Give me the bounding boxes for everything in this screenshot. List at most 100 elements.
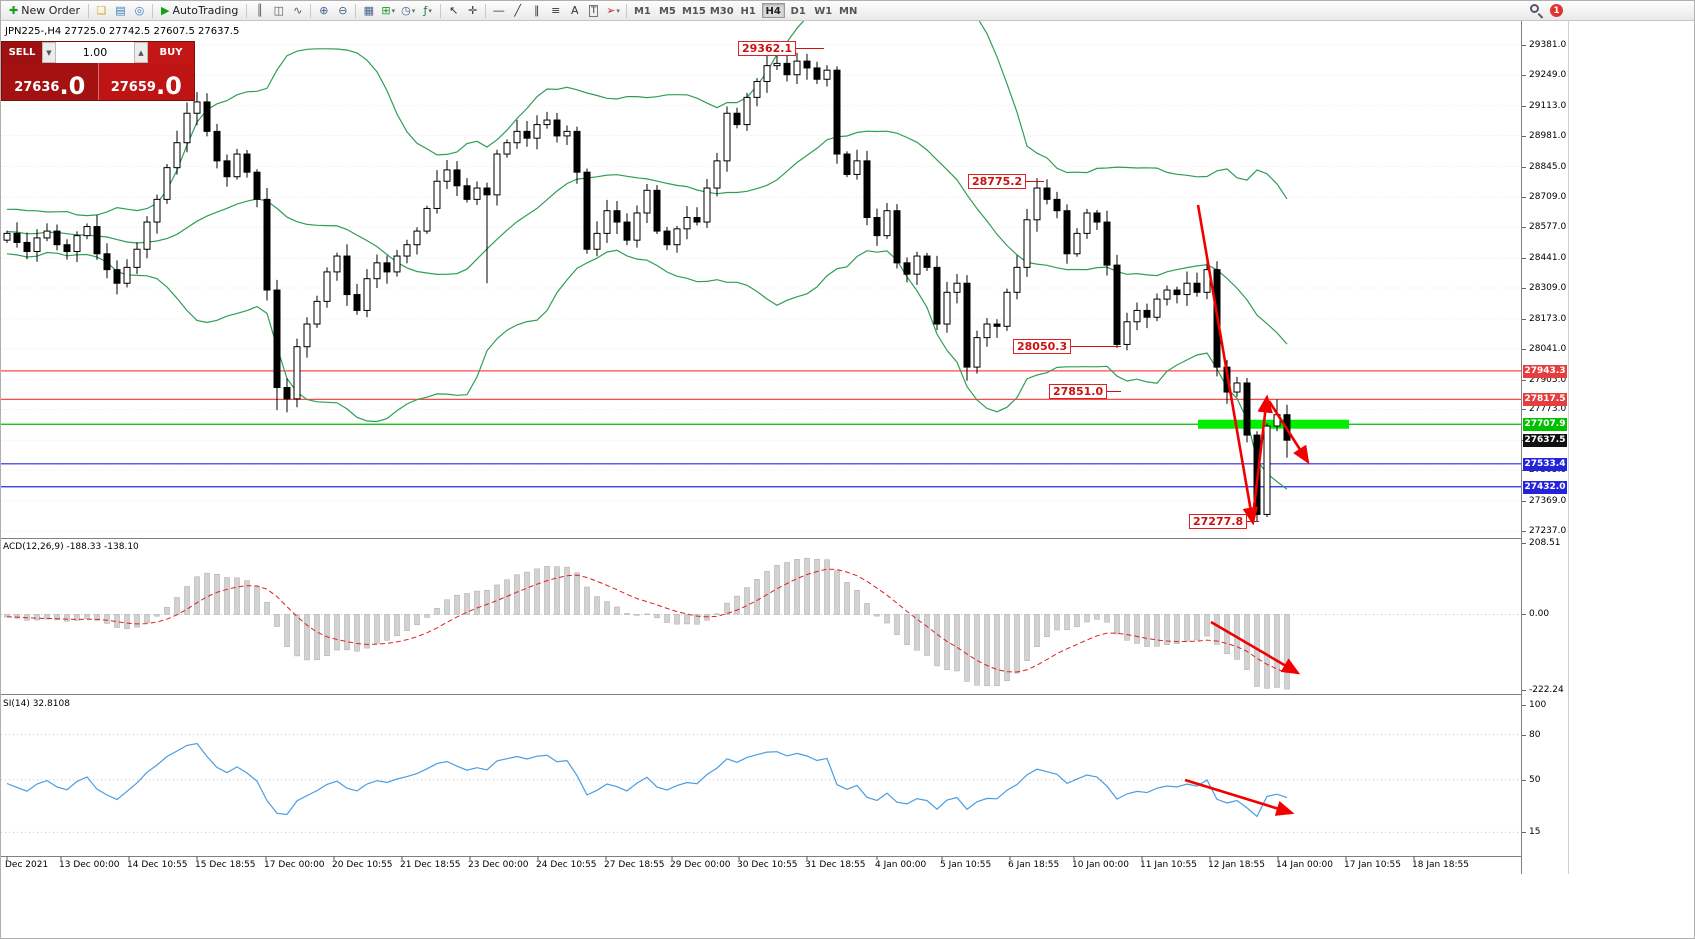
new-order-button[interactable]: ✚ New Order <box>4 2 85 19</box>
timeframe-button-m15[interactable]: M15 <box>681 6 706 17</box>
price-badge: 27533.4 <box>1523 457 1567 471</box>
price-callout[interactable]: 28050.3 <box>1013 338 1122 354</box>
bar-chart-icon: ║ <box>256 4 264 17</box>
buy-button[interactable]: BUY <box>148 42 194 63</box>
timeframe-button-m1[interactable]: M1 <box>633 6 651 17</box>
price-callout[interactable]: 29362.1 <box>738 41 825 57</box>
text-label-icon-wrap[interactable]: T <box>584 2 603 19</box>
time-label: 12 Jan 18:55 <box>1208 860 1265 870</box>
price-tick: 28041.0 <box>1522 344 1566 355</box>
trend-arrow[interactable] <box>1267 400 1310 465</box>
time-label: 5 Jan 10:55 <box>940 860 992 870</box>
time-label: 18 Jan 18:55 <box>1412 860 1469 870</box>
sell-button[interactable]: SELL <box>2 42 42 63</box>
macd-axis-value: -222.24 <box>1522 685 1564 696</box>
price-callout-tail <box>1107 390 1122 392</box>
fibonacci-icon: ≡ <box>551 4 561 17</box>
timeframe-button-h4[interactable]: H4 <box>761 3 785 18</box>
bar-chart-icon-wrap[interactable]: ║ <box>250 2 269 19</box>
price-tick: 27773.0 <box>1522 404 1566 415</box>
trend-arrow[interactable] <box>1196 204 1259 526</box>
timeframe-button-h1[interactable]: H1 <box>740 6 756 17</box>
trend-arrow[interactable] <box>1251 394 1273 517</box>
sell-price[interactable]: 27636.0 <box>2 63 98 100</box>
tile-windows-icon-wrap[interactable]: ▦ <box>359 2 378 19</box>
profiles-icon-wrap[interactable]: ❏ <box>92 2 111 19</box>
channel-icon-wrap[interactable]: ∥ <box>527 2 546 19</box>
one-click-trading-panel: SELL ▼ 1.00 ▲ BUY 27636.0 27659.0 <box>1 41 195 101</box>
price-tick: 28173.0 <box>1522 314 1566 325</box>
time-axis[interactable]: Dec 2021 13 Dec 00:00 14 Dec 10:55 15 Dec 1… <box>1 857 1521 873</box>
trend-arrow[interactable] <box>1210 620 1301 675</box>
periods-menu-icon-wrap[interactable]: ◷ ▾ <box>398 2 418 19</box>
data-window-icon-wrap[interactable]: ◎ <box>130 2 149 19</box>
timeframe-button-m30[interactable]: M30 <box>709 6 734 17</box>
time-label: 31 Dec 18:55 <box>805 860 866 870</box>
price-callout-label: 27277.8 <box>1189 513 1248 529</box>
autotrading-button-label: AutoTrading <box>172 4 239 17</box>
time-label: 6 Jan 18:55 <box>1008 860 1060 870</box>
timeframe-button-d1[interactable]: D1 <box>790 6 806 17</box>
timeframe-button-m5[interactable]: M5 <box>658 6 676 17</box>
zoom-in-icon-wrap[interactable]: ⊕ <box>314 2 333 19</box>
chart-ohlc-info: JPN225-,H4 27725.0 27742.5 27607.5 27637… <box>5 26 240 37</box>
toolbar-separator <box>87 3 89 18</box>
trend-arrow[interactable] <box>1184 778 1295 816</box>
tile-windows-icon: ▦ <box>363 4 375 17</box>
time-label: 27 Dec 18:55 <box>604 860 665 870</box>
price-tick: 27905.0 <box>1522 375 1566 386</box>
buy-price[interactable]: 27659.0 <box>97 63 194 100</box>
candlestick-chart-icon-wrap[interactable]: ◫ <box>269 2 288 19</box>
notification-badge[interactable]: 1 <box>1550 4 1563 17</box>
volume-decrease-icon[interactable]: ▼ <box>42 42 56 63</box>
timeframe-button-w1[interactable]: W1 <box>814 6 833 17</box>
indicators-menu-icon: ƒ <box>423 4 428 17</box>
trendline-icon-wrap[interactable]: ╱ <box>508 2 527 19</box>
crosshair-icon-wrap[interactable]: ✛ <box>463 2 482 19</box>
time-label: 29 Dec 00:00 <box>670 860 731 870</box>
trendline-icon: ╱ <box>514 4 522 17</box>
market-watch-icon-wrap[interactable]: ▤ <box>111 2 130 19</box>
volume-increase-icon[interactable]: ▲ <box>134 42 148 63</box>
fibonacci-icon-wrap[interactable]: ≡ <box>546 2 565 19</box>
new-order-icon: ✚ <box>9 4 19 17</box>
volume-input[interactable]: ▼ 1.00 ▲ <box>42 42 148 63</box>
toolbar-separator <box>151 3 153 18</box>
timeframe-button-mn[interactable]: MN <box>839 6 858 17</box>
dropdown-arrow-icon: ▾ <box>411 6 416 15</box>
rsi-axis-value: 15 <box>1522 827 1540 838</box>
price-callout[interactable]: 27277.8 <box>1189 513 1260 529</box>
price-callout[interactable]: 27851.0 <box>1049 383 1122 399</box>
cursor-icon-wrap[interactable]: ↖ <box>444 2 463 19</box>
horizontal-line-icon: ― <box>493 4 505 17</box>
macd-indicator-label: ACD(12,26,9) -188.33 -138.10 <box>3 542 139 552</box>
price-callout-label: 28775.2 <box>968 174 1027 190</box>
price-tick: 28845.0 <box>1522 162 1566 173</box>
zoom-in-icon: ⊕ <box>319 4 329 17</box>
line-chart-icon-wrap[interactable]: ∿ <box>288 2 307 19</box>
indicators-menu-icon-wrap[interactable]: ƒ ▾ <box>418 2 437 19</box>
autotrading-button[interactable]: ▶ AutoTrading <box>156 2 243 19</box>
text-icon: A <box>570 4 579 17</box>
arrows-icon-wrap[interactable]: ➢ ▾ <box>603 2 623 19</box>
zoom-out-icon-wrap[interactable]: ⊖ <box>333 2 352 19</box>
price-badge: 27707.9 <box>1523 418 1567 432</box>
price-tick: 28309.0 <box>1522 283 1566 294</box>
rsi-axis-value: 80 <box>1522 730 1540 741</box>
horizontal-line-icon-wrap[interactable]: ― <box>489 2 508 19</box>
channel-icon: ∥ <box>533 4 540 17</box>
price-axis[interactable]: 29381.0 29249.0 29113.0 28981.0 28845.0 28709… <box>1521 21 1569 874</box>
time-label: 14 Dec 10:55 <box>127 860 188 870</box>
macd-axis-value: 0.00 <box>1522 609 1549 620</box>
text-icon-wrap[interactable]: A <box>565 2 584 19</box>
zoom-out-icon: ⊖ <box>338 4 348 17</box>
price-callout[interactable]: 28775.2 <box>968 174 1045 190</box>
time-label: 11 Jan 10:55 <box>1140 860 1197 870</box>
bollinger-bands <box>6 1 1288 490</box>
new-chart-icon-wrap[interactable]: ⊞ ▾ <box>378 2 398 19</box>
price-tick: 28441.0 <box>1522 253 1566 264</box>
search-icon[interactable] <box>1529 3 1544 19</box>
volume-value[interactable]: 1.00 <box>82 46 108 59</box>
price-badge: 27637.5 <box>1523 434 1567 448</box>
